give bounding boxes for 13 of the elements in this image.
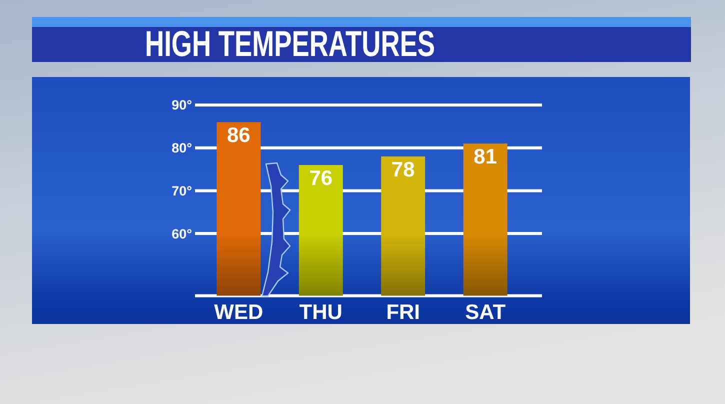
chart-title: HIGH TEMPERATURES (145, 22, 436, 64)
y-tick-label: 90° (172, 98, 192, 113)
data-label: 86 (226, 124, 250, 148)
y-tick-label: 60° (172, 226, 192, 242)
y-tick-label: 80° (172, 140, 192, 156)
x-tick-label: SAT (465, 301, 506, 324)
data-label: 78 (391, 158, 416, 182)
x-tick-label: WED (214, 301, 264, 324)
data-label: 81 (474, 146, 498, 169)
data-label: 76 (309, 166, 333, 190)
x-tick-label: THU (299, 301, 342, 324)
y-tick-label: 70° (172, 183, 192, 198)
x-tick-label: FRI (386, 301, 420, 324)
